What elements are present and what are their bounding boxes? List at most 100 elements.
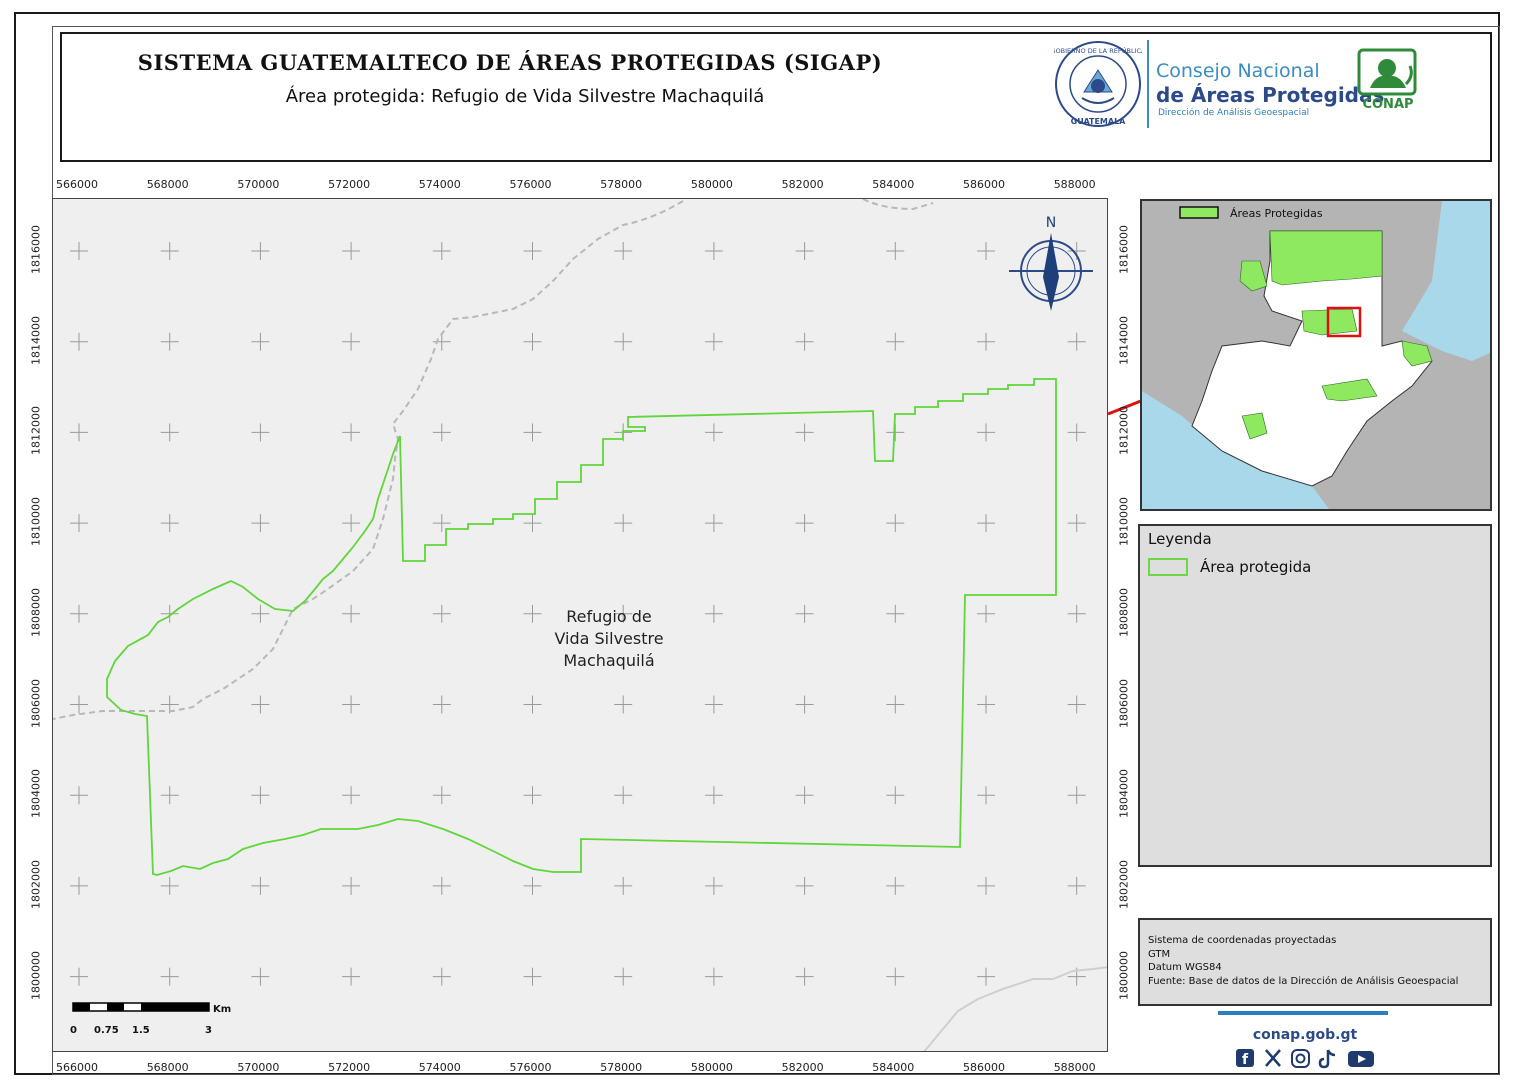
youtube-icon[interactable]: [1348, 1051, 1374, 1067]
projection-info: Sistema de coordenadas proyectadas GTM D…: [1138, 918, 1492, 1006]
y-tick-right: 1810000: [1117, 497, 1131, 547]
y-tick-left: 1800000: [29, 950, 43, 1000]
org-name-line1: Consejo Nacional: [1156, 60, 1320, 82]
inset-locator-map[interactable]: Áreas Protegidas: [1140, 199, 1492, 511]
x-tick-bottom: 586000: [963, 1061, 1005, 1074]
org-name-line3: Dirección de Análisis Geoespacial: [1158, 108, 1310, 118]
ocean-caribbean: [1402, 201, 1490, 361]
facebook-icon[interactable]: f: [1236, 1049, 1254, 1068]
social-icons: f: [1236, 1049, 1374, 1069]
legend-swatch: [1148, 558, 1188, 576]
info-line4: Fuente: Base de datos de la Dirección de…: [1148, 975, 1459, 987]
x-tick-top: 588000: [1053, 178, 1096, 191]
header-box: [60, 32, 1492, 162]
grid-crosshairs: [70, 242, 1086, 986]
x-tick-top: 582000: [781, 178, 824, 191]
x-tick-bottom: 584000: [872, 1061, 915, 1074]
tiktok-icon[interactable]: [1318, 1049, 1336, 1069]
area-label-3: Machaquilá: [563, 651, 654, 670]
y-tick-right: 1816000: [1117, 225, 1131, 274]
page-title: SISTEMA GUATEMALTECO DE ÁREAS PROTEGIDAS…: [137, 50, 883, 75]
svg-text:f: f: [1242, 1052, 1249, 1068]
y-tick-left: 1814000: [29, 315, 43, 365]
legend-panel: Leyenda Área protegida: [1138, 524, 1492, 867]
river-line: [53, 200, 684, 720]
x-tick-top: 580000: [690, 178, 733, 191]
scale-label-1: 0.75: [94, 1025, 119, 1036]
x-tick-bottom: 568000: [146, 1061, 189, 1074]
protected-zone-mid: [1301, 308, 1358, 336]
x-tick-top: 574000: [418, 178, 461, 191]
footer-bar: [1218, 1011, 1388, 1015]
y-tick-right: 1814000: [1117, 315, 1131, 365]
locator-box: [1326, 306, 1362, 338]
inset-legend-swatch: [1179, 206, 1219, 219]
y-tick-left: 1816000: [29, 225, 43, 274]
scale-label-2: 1.5: [132, 1025, 150, 1036]
x-tick-top: 568000: [146, 178, 189, 191]
x-tick-bottom: 578000: [600, 1061, 643, 1074]
protected-zone-sw: [1241, 412, 1268, 440]
y-tick-right: 1808000: [1117, 587, 1131, 637]
x-tick-bottom: 582000: [781, 1061, 824, 1074]
y-tick-right: 1800000: [1117, 950, 1131, 1000]
info-line3: Datum WGS84: [1148, 962, 1222, 973]
protected-zone-west: [1239, 260, 1268, 292]
x-tick-top: 566000: [56, 178, 98, 191]
x-tick-bottom: 574000: [418, 1061, 461, 1074]
x-tick-bottom: 570000: [237, 1061, 280, 1074]
org-name-line2: de Áreas Protegidas: [1156, 83, 1385, 107]
protected-zone-south: [1321, 378, 1378, 402]
inset-canvas: Áreas Protegidas: [1142, 201, 1490, 509]
protected-zone-east: [1401, 340, 1433, 367]
main-map[interactable]: Refugio de Vida Silvestre Machaquilá N K…: [52, 198, 1108, 1052]
x-tick-bottom: 576000: [509, 1061, 552, 1074]
x-icon[interactable]: [1265, 1049, 1281, 1067]
x-tick-top: 586000: [963, 178, 1005, 191]
website-link[interactable]: conap.gob.gt: [1252, 1027, 1358, 1043]
guatemala-seal-icon: GOBIERNO DE LA REPÚBLICA GUATEMALA: [1054, 41, 1142, 127]
info-line1: Sistema de coordenadas proyectadas: [1148, 935, 1337, 946]
protected-zone-north: [1269, 230, 1383, 286]
legend-title: Leyenda: [1148, 530, 1212, 548]
y-tick-left: 1812000: [29, 406, 43, 456]
scale-bar: [72, 1002, 210, 1012]
legend-item-label: Área protegida: [1200, 558, 1312, 576]
y-tick-right: 1802000: [1117, 859, 1131, 909]
y-tick-left: 1804000: [29, 769, 43, 819]
x-tick-top: 584000: [872, 178, 915, 191]
ocean-pacific: [1142, 391, 1330, 509]
seal-bottom-text: GUATEMALA: [1071, 117, 1127, 126]
y-tick-right: 1806000: [1117, 678, 1131, 728]
border-line-top: [862, 199, 934, 211]
seal-top-text: GOBIERNO DE LA REPÚBLICA: [1054, 46, 1142, 55]
main-map-canvas: Refugio de Vida Silvestre Machaquilá N: [53, 199, 1107, 1051]
y-tick-right: 1812000: [1117, 406, 1131, 456]
instagram-icon[interactable]: [1291, 1049, 1310, 1068]
x-tick-bottom: 580000: [690, 1061, 733, 1074]
x-tick-top: 570000: [237, 178, 280, 191]
conap-logo-icon: CONAP: [1357, 48, 1417, 112]
area-label-2: Vida Silvestre: [554, 629, 663, 648]
scale-label-0: 0: [70, 1025, 77, 1036]
border-line-bottom: [923, 966, 1107, 1051]
inset-legend-label: Áreas Protegidas: [1230, 207, 1323, 220]
info-line2: GTM: [1148, 948, 1171, 960]
y-tick-left: 1810000: [29, 497, 43, 547]
logo-separator: [1147, 40, 1149, 128]
y-tick-right: 1804000: [1117, 769, 1131, 819]
x-tick-top: 578000: [600, 178, 643, 191]
x-tick-bottom: 588000: [1053, 1061, 1096, 1074]
y-tick-left: 1808000: [29, 587, 43, 637]
y-tick-left: 1806000: [29, 678, 43, 728]
north-arrow-icon: N: [1009, 215, 1093, 311]
area-label-1: Refugio de: [566, 607, 652, 626]
x-tick-bottom: 572000: [328, 1061, 371, 1074]
page-subtitle: Área protegida: Refugio de Vida Silvestr…: [285, 86, 765, 107]
north-label: N: [1046, 215, 1056, 231]
scale-label-3: 3: [205, 1025, 212, 1036]
protected-area-polygon[interactable]: [106, 378, 1057, 876]
conap-logo-text: CONAP: [1362, 97, 1413, 112]
x-tick-bottom: 566000: [56, 1061, 98, 1074]
scale-unit: Km: [213, 1004, 232, 1015]
